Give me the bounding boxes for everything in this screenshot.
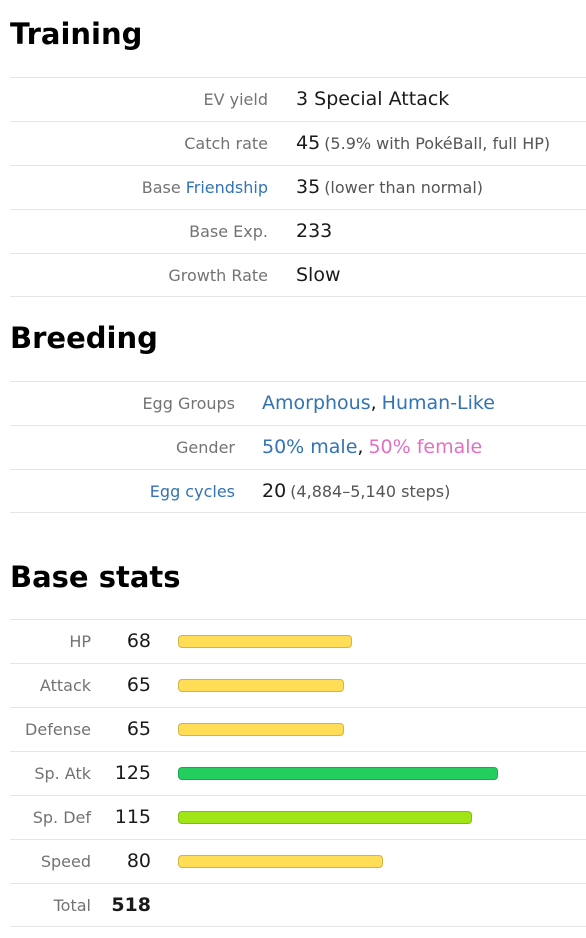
separator: , <box>370 392 377 414</box>
row-value: Slow <box>296 254 341 297</box>
info-row: Base Exp. 233 <box>10 209 586 253</box>
stat-value-cell: 68 <box>105 620 151 663</box>
stat-name: Speed <box>40 852 91 871</box>
row-value: 50% male, 50% female <box>262 426 482 469</box>
stat-bar <box>178 723 345 736</box>
stat-row: Sp. Atk 125 <box>10 751 586 795</box>
value-text: 3 Special Attack <box>296 88 450 110</box>
total-name: Total <box>53 896 91 915</box>
row-value: 20 (4,884–5,140 steps) <box>262 470 450 513</box>
stat-bar <box>178 767 498 780</box>
row-label: Egg cycles <box>10 470 235 513</box>
row-value: 45 (5.9% with PokéBall, full HP) <box>296 122 550 165</box>
stat-bar <box>178 635 353 648</box>
stat-name: Sp. Def <box>32 808 91 827</box>
stat-value-cell: 80 <box>105 840 151 883</box>
stat-value-cell: 65 <box>105 708 151 751</box>
label-link[interactable]: Egg cycles <box>149 482 235 501</box>
stat-value: 68 <box>126 630 151 652</box>
stat-value-cell: 65 <box>105 664 151 707</box>
row-value: 35 (lower than normal) <box>296 166 483 209</box>
stat-value-cell: 115 <box>105 796 151 839</box>
stat-value-cell: 125 <box>105 752 151 795</box>
info-row: EV yield 3 Special Attack <box>10 77 586 121</box>
stat-name: HP <box>69 632 91 651</box>
stat-value: 65 <box>126 718 151 740</box>
value-text: 35 <box>296 176 321 198</box>
stat-value: 80 <box>126 850 151 872</box>
stat-bar <box>178 811 473 824</box>
info-row: Gender 50% male, 50% female <box>10 425 586 469</box>
value-note: (5.9% with PokéBall, full HP) <box>324 134 551 153</box>
label-text: Gender <box>176 438 235 457</box>
total-row: Total 518 <box>10 883 586 927</box>
stat-label: Speed <box>10 840 91 883</box>
stat-name: Attack <box>39 676 91 695</box>
value-text: Slow <box>296 264 341 286</box>
label-text: EV yield <box>203 90 269 109</box>
info-row: Growth Rate Slow <box>10 253 586 297</box>
stat-label: Attack <box>10 664 91 707</box>
info-row: Catch rate 45 (5.9% with PokéBall, full HP… <box>10 121 586 165</box>
section-heading: Breeding <box>10 321 158 355</box>
stat-value: 115 <box>114 806 151 828</box>
value-note: (lower than normal) <box>324 178 484 197</box>
row-label: Catch rate <box>10 122 268 165</box>
row-value: 233 <box>296 210 332 253</box>
value-text: 45 <box>296 132 321 154</box>
stat-row: Attack 65 <box>10 663 586 707</box>
value-text: 233 <box>296 220 333 242</box>
info-row: Egg cycles 20 (4,884–5,140 steps) <box>10 469 586 513</box>
value-link[interactable]: 50% male <box>262 436 358 458</box>
value-link[interactable]: Human-Like <box>381 392 495 414</box>
info-row: Base Friendship 35 (lower than normal) <box>10 165 586 209</box>
section-heading: Base stats <box>10 560 181 594</box>
value-note: (4,884–5,140 steps) <box>290 482 451 501</box>
row-label: Gender <box>10 426 235 469</box>
label-text: Base <box>141 178 181 197</box>
row-value: 3 Special Attack <box>296 78 449 121</box>
section-heading: Training <box>10 17 143 51</box>
stat-name: Sp. Atk <box>34 764 91 783</box>
row-label: Base Exp. <box>10 210 268 253</box>
label-link[interactable]: Friendship <box>185 178 268 197</box>
info-row: Egg Groups Amorphous, Human-Like <box>10 381 586 425</box>
stat-row: HP 68 <box>10 619 586 663</box>
total-value: 518 <box>111 894 151 916</box>
stat-row: Sp. Def 115 <box>10 795 586 839</box>
stat-label: Sp. Def <box>10 796 91 839</box>
total-value-cell: 518 <box>105 884 151 927</box>
label-text: Egg Groups <box>142 394 235 413</box>
value-link[interactable]: Amorphous <box>262 392 371 414</box>
stat-row: Defense 65 <box>10 707 586 751</box>
stat-label: Defense <box>10 708 91 751</box>
value-text: 20 <box>262 480 287 502</box>
value-link[interactable]: 50% female <box>368 436 483 458</box>
stat-bar <box>178 679 345 692</box>
label-text: Catch rate <box>184 134 268 153</box>
row-label: Growth Rate <box>10 254 268 297</box>
total-label: Total <box>10 884 91 927</box>
stat-label: Sp. Atk <box>10 752 91 795</box>
stat-value: 65 <box>126 674 151 696</box>
row-label: Base Friendship <box>10 166 268 209</box>
stat-row: Speed 80 <box>10 839 586 883</box>
stat-value: 125 <box>114 762 151 784</box>
stat-bar <box>178 855 383 868</box>
label-text: Growth Rate <box>168 266 268 285</box>
row-value: Amorphous, Human-Like <box>262 382 495 425</box>
stat-name: Defense <box>25 720 91 739</box>
separator: , <box>357 436 364 458</box>
label-text: Base Exp. <box>189 222 268 241</box>
row-label: Egg Groups <box>10 382 235 425</box>
row-label: EV yield <box>10 78 269 121</box>
stat-label: HP <box>10 620 91 663</box>
